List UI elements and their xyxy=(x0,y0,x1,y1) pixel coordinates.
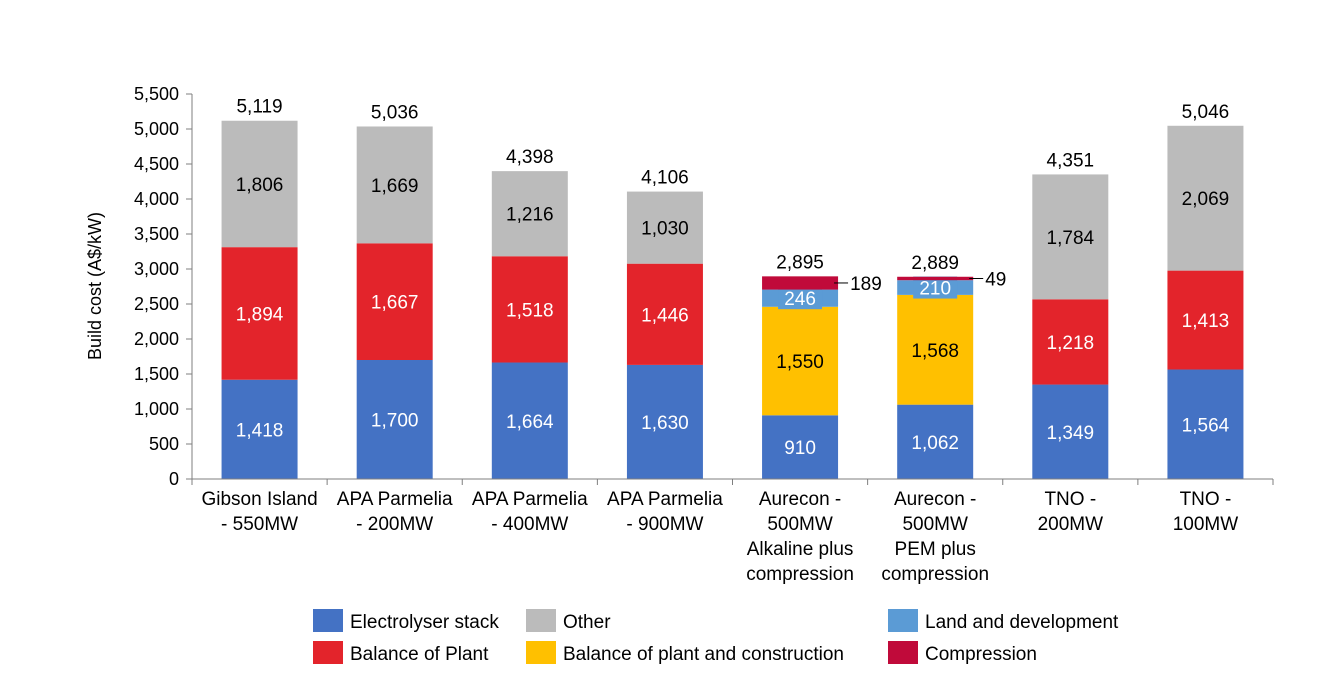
data-label: 1,418 xyxy=(236,420,284,441)
data-label: 1,806 xyxy=(236,175,284,196)
data-label: 1,446 xyxy=(641,305,689,326)
bar-segment-electrolyser-stack xyxy=(762,415,839,479)
data-label: 1,664 xyxy=(506,412,554,433)
data-label: 1,894 xyxy=(236,304,284,325)
bar-segment-electrolyser-stack xyxy=(221,379,298,479)
bar-segment-electrolyser-stack xyxy=(897,404,974,479)
data-label: 1,630 xyxy=(641,413,689,434)
data-label: 1,667 xyxy=(371,293,419,314)
legend-swatch-compression xyxy=(888,641,918,664)
y-tick-label: 2,500 xyxy=(134,294,179,314)
legend-label-balance-of-plant: Balance of Plant xyxy=(350,644,489,665)
data-label: 1,216 xyxy=(506,205,554,226)
x-tick-label: APA Parmelia - 200MW xyxy=(337,489,453,535)
data-label: 1,550 xyxy=(776,352,824,373)
legend-swatch-land-and-development xyxy=(888,609,918,632)
x-tick-label: Aurecon -500MW Alkaline plus compression xyxy=(746,489,854,585)
legend-label-balance-of-plant-and-construction: Balance of plant and construction xyxy=(563,644,844,665)
x-tick-label: APA Parmelia - 900MW xyxy=(607,489,723,535)
bar-segment-electrolyser-stack xyxy=(356,360,433,479)
total-label: 5,119 xyxy=(236,97,282,118)
total-label: 4,398 xyxy=(506,147,554,168)
data-label: 1,568 xyxy=(911,341,959,362)
x-tick-label: APA Parmelia - 400MW xyxy=(472,489,588,535)
y-tick-label: 4,000 xyxy=(134,189,179,209)
data-label: 1,030 xyxy=(641,219,689,240)
bar-segment-compression xyxy=(897,276,974,281)
bar-segment-compression xyxy=(762,276,839,290)
total-label: 2,889 xyxy=(911,253,959,274)
data-label: 189 xyxy=(850,274,882,295)
bar-segment-balance-of-plant xyxy=(221,247,298,380)
data-label: 1,062 xyxy=(911,433,959,454)
data-label: 1,349 xyxy=(1047,423,1095,444)
y-tick-label: 500 xyxy=(149,434,179,454)
data-label: 1,669 xyxy=(371,176,419,197)
total-label: 4,351 xyxy=(1047,150,1095,171)
data-label: 2,069 xyxy=(1182,189,1230,210)
data-label: 246 xyxy=(784,289,816,310)
data-label: 1,784 xyxy=(1047,228,1095,249)
legend-label-land-and-development: Land and development xyxy=(925,612,1119,633)
x-tick-label: TNO -200MW xyxy=(1038,489,1104,535)
y-axis-title: Build cost (A$/kW) xyxy=(85,212,105,360)
bar-segment-other xyxy=(626,191,703,264)
bar-segment-electrolyser-stack xyxy=(1032,384,1109,479)
bar-segment-other xyxy=(221,120,298,248)
data-label: 1,564 xyxy=(1182,415,1230,436)
legend-swatch-electrolyser-stack xyxy=(313,609,343,632)
bar-segment-other xyxy=(356,126,433,244)
bar-segment-balance-of-plant xyxy=(626,263,703,365)
legend-label-compression: Compression xyxy=(925,644,1037,665)
y-axis: 0 500 1,000 1,500 2,000 2,500 3,000 3,500 4,000 4… xyxy=(134,84,193,489)
data-label-background xyxy=(913,276,958,299)
legend-label-other: Other xyxy=(563,612,611,633)
x-tick-label: Aurecon -500MW PEM plus compression xyxy=(881,489,989,585)
bar-segment-other xyxy=(1032,174,1109,300)
data-label-background xyxy=(778,287,823,310)
y-tick-label: 5,500 xyxy=(134,84,179,104)
data-label: 210 xyxy=(919,279,951,300)
bar-segment-electrolyser-stack xyxy=(491,362,568,479)
total-label: 5,036 xyxy=(371,102,419,123)
x-axis: Gibson Island - 550MW APA Parmelia - 200MW A… xyxy=(191,478,1274,585)
bar-segment-other xyxy=(491,171,568,257)
data-label: 1,518 xyxy=(506,300,554,321)
bar-segment-electrolyser-stack xyxy=(1167,369,1244,479)
total-label: 4,106 xyxy=(641,168,689,189)
data-label: 910 xyxy=(784,438,816,459)
y-tick-label: 2,000 xyxy=(134,329,179,349)
data-label: 49 xyxy=(985,269,1006,290)
data-label: 1,700 xyxy=(371,411,419,432)
y-tick-label: 1,500 xyxy=(134,364,179,384)
legend-swatch-balance-of-plant xyxy=(313,641,343,664)
y-tick-label: 3,500 xyxy=(134,224,179,244)
y-tick-label: 3,000 xyxy=(134,259,179,279)
bar-segment-other xyxy=(1167,125,1244,271)
bar-segment-balance-of-plant xyxy=(491,256,568,363)
bar-segment-electrolyser-stack xyxy=(626,364,703,479)
y-tick-label: 0 xyxy=(169,469,179,489)
y-tick-label: 5,000 xyxy=(134,119,179,139)
bar-segment-balance-of-plant xyxy=(1167,270,1244,370)
data-label: 1,413 xyxy=(1182,311,1230,332)
legend-swatch-balance-of-plant-and-construction xyxy=(526,641,556,664)
legend-label-electrolyser-stack: Electrolyser stack xyxy=(350,612,499,633)
bar-segment-balance-of-plant xyxy=(356,243,433,360)
x-tick-label: Gibson Island - 550MW xyxy=(201,489,317,535)
y-tick-label: 1,000 xyxy=(134,399,179,419)
legend: Electrolyser stack Other Land and developm… xyxy=(313,609,1119,665)
total-label: 2,895 xyxy=(776,252,824,273)
bar-segment-balance-of-plant-and-construction xyxy=(762,306,839,416)
x-tick-label: TNO -100MW xyxy=(1173,489,1239,535)
data-label: 1,218 xyxy=(1047,333,1095,354)
bars-group: 1,418 1,894 1,806 5,119 1,700 1,667 1,669 5,036… xyxy=(221,97,1244,479)
legend-swatch-other xyxy=(526,609,556,632)
bar-segment-balance-of-plant xyxy=(1032,299,1109,385)
bar-segment-balance-of-plant-and-construction xyxy=(897,294,974,405)
y-tick-label: 4,500 xyxy=(134,154,179,174)
total-label: 5,046 xyxy=(1182,102,1230,123)
